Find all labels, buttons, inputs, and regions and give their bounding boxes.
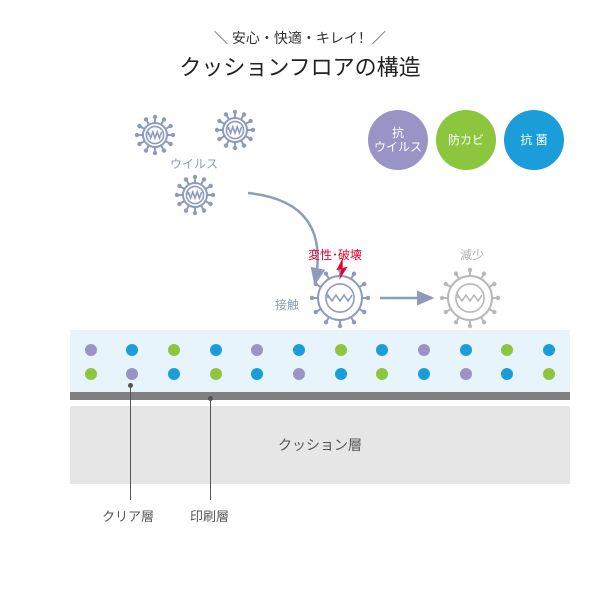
particle-dot <box>210 344 222 356</box>
arrow-curve-icon <box>238 185 348 295</box>
particle-row <box>70 368 570 380</box>
particle-dot <box>376 344 388 356</box>
feature-badge: 抗 ウイルス <box>368 110 428 170</box>
contact-label: 接触 <box>275 296 299 313</box>
particle-dot <box>210 368 222 380</box>
leader-dot <box>128 383 133 388</box>
particle-dot <box>168 368 180 380</box>
particle-dot <box>126 368 138 380</box>
particle-dot <box>543 368 555 380</box>
particle-dot <box>460 368 472 380</box>
layer-label: クリア層 <box>102 506 154 525</box>
particle-dot <box>335 368 347 380</box>
diagram-canvas: ＼ 安心・快適・キレイ！／ クッションフロアの構造 抗 ウイルス防カビ抗 菌 <box>0 0 600 600</box>
virus-label: ウイルス <box>170 155 218 172</box>
particle-dot <box>418 368 430 380</box>
particle-dot <box>251 344 263 356</box>
leader-line <box>130 385 131 500</box>
leader-line <box>210 398 211 500</box>
main-title: クッションフロアの構造 <box>0 50 600 82</box>
virus-icon <box>173 173 217 217</box>
layer-label: 印刷層 <box>190 506 229 525</box>
cushion-layer: クッション層 <box>70 406 570 484</box>
particle-dot <box>293 368 305 380</box>
particle-dot <box>335 344 347 356</box>
particle-dot <box>85 368 97 380</box>
virus-icon <box>213 108 257 152</box>
particle-dot <box>501 344 513 356</box>
reduce-label: 減少 <box>460 246 484 263</box>
particle-dot <box>126 344 138 356</box>
feature-badge: 抗 菌 <box>504 110 564 170</box>
virus-icon <box>438 266 502 330</box>
particle-dot <box>418 344 430 356</box>
clear-layer <box>70 330 570 392</box>
particle-dot <box>376 368 388 380</box>
virus-icon <box>133 113 177 157</box>
particle-dot <box>460 344 472 356</box>
particle-dot <box>543 344 555 356</box>
bolt-icon <box>335 258 349 280</box>
particle-dot <box>168 344 180 356</box>
particle-dot <box>501 368 513 380</box>
arrow-right-icon <box>378 290 436 306</box>
print-layer <box>70 392 570 400</box>
particle-row <box>70 344 570 356</box>
particle-dot <box>293 344 305 356</box>
leader-dot <box>208 396 213 401</box>
particle-dot <box>85 344 97 356</box>
feature-badge: 防カビ <box>436 110 496 170</box>
tagline: ＼ 安心・快適・キレイ！／ <box>0 28 600 48</box>
particle-dot <box>251 368 263 380</box>
